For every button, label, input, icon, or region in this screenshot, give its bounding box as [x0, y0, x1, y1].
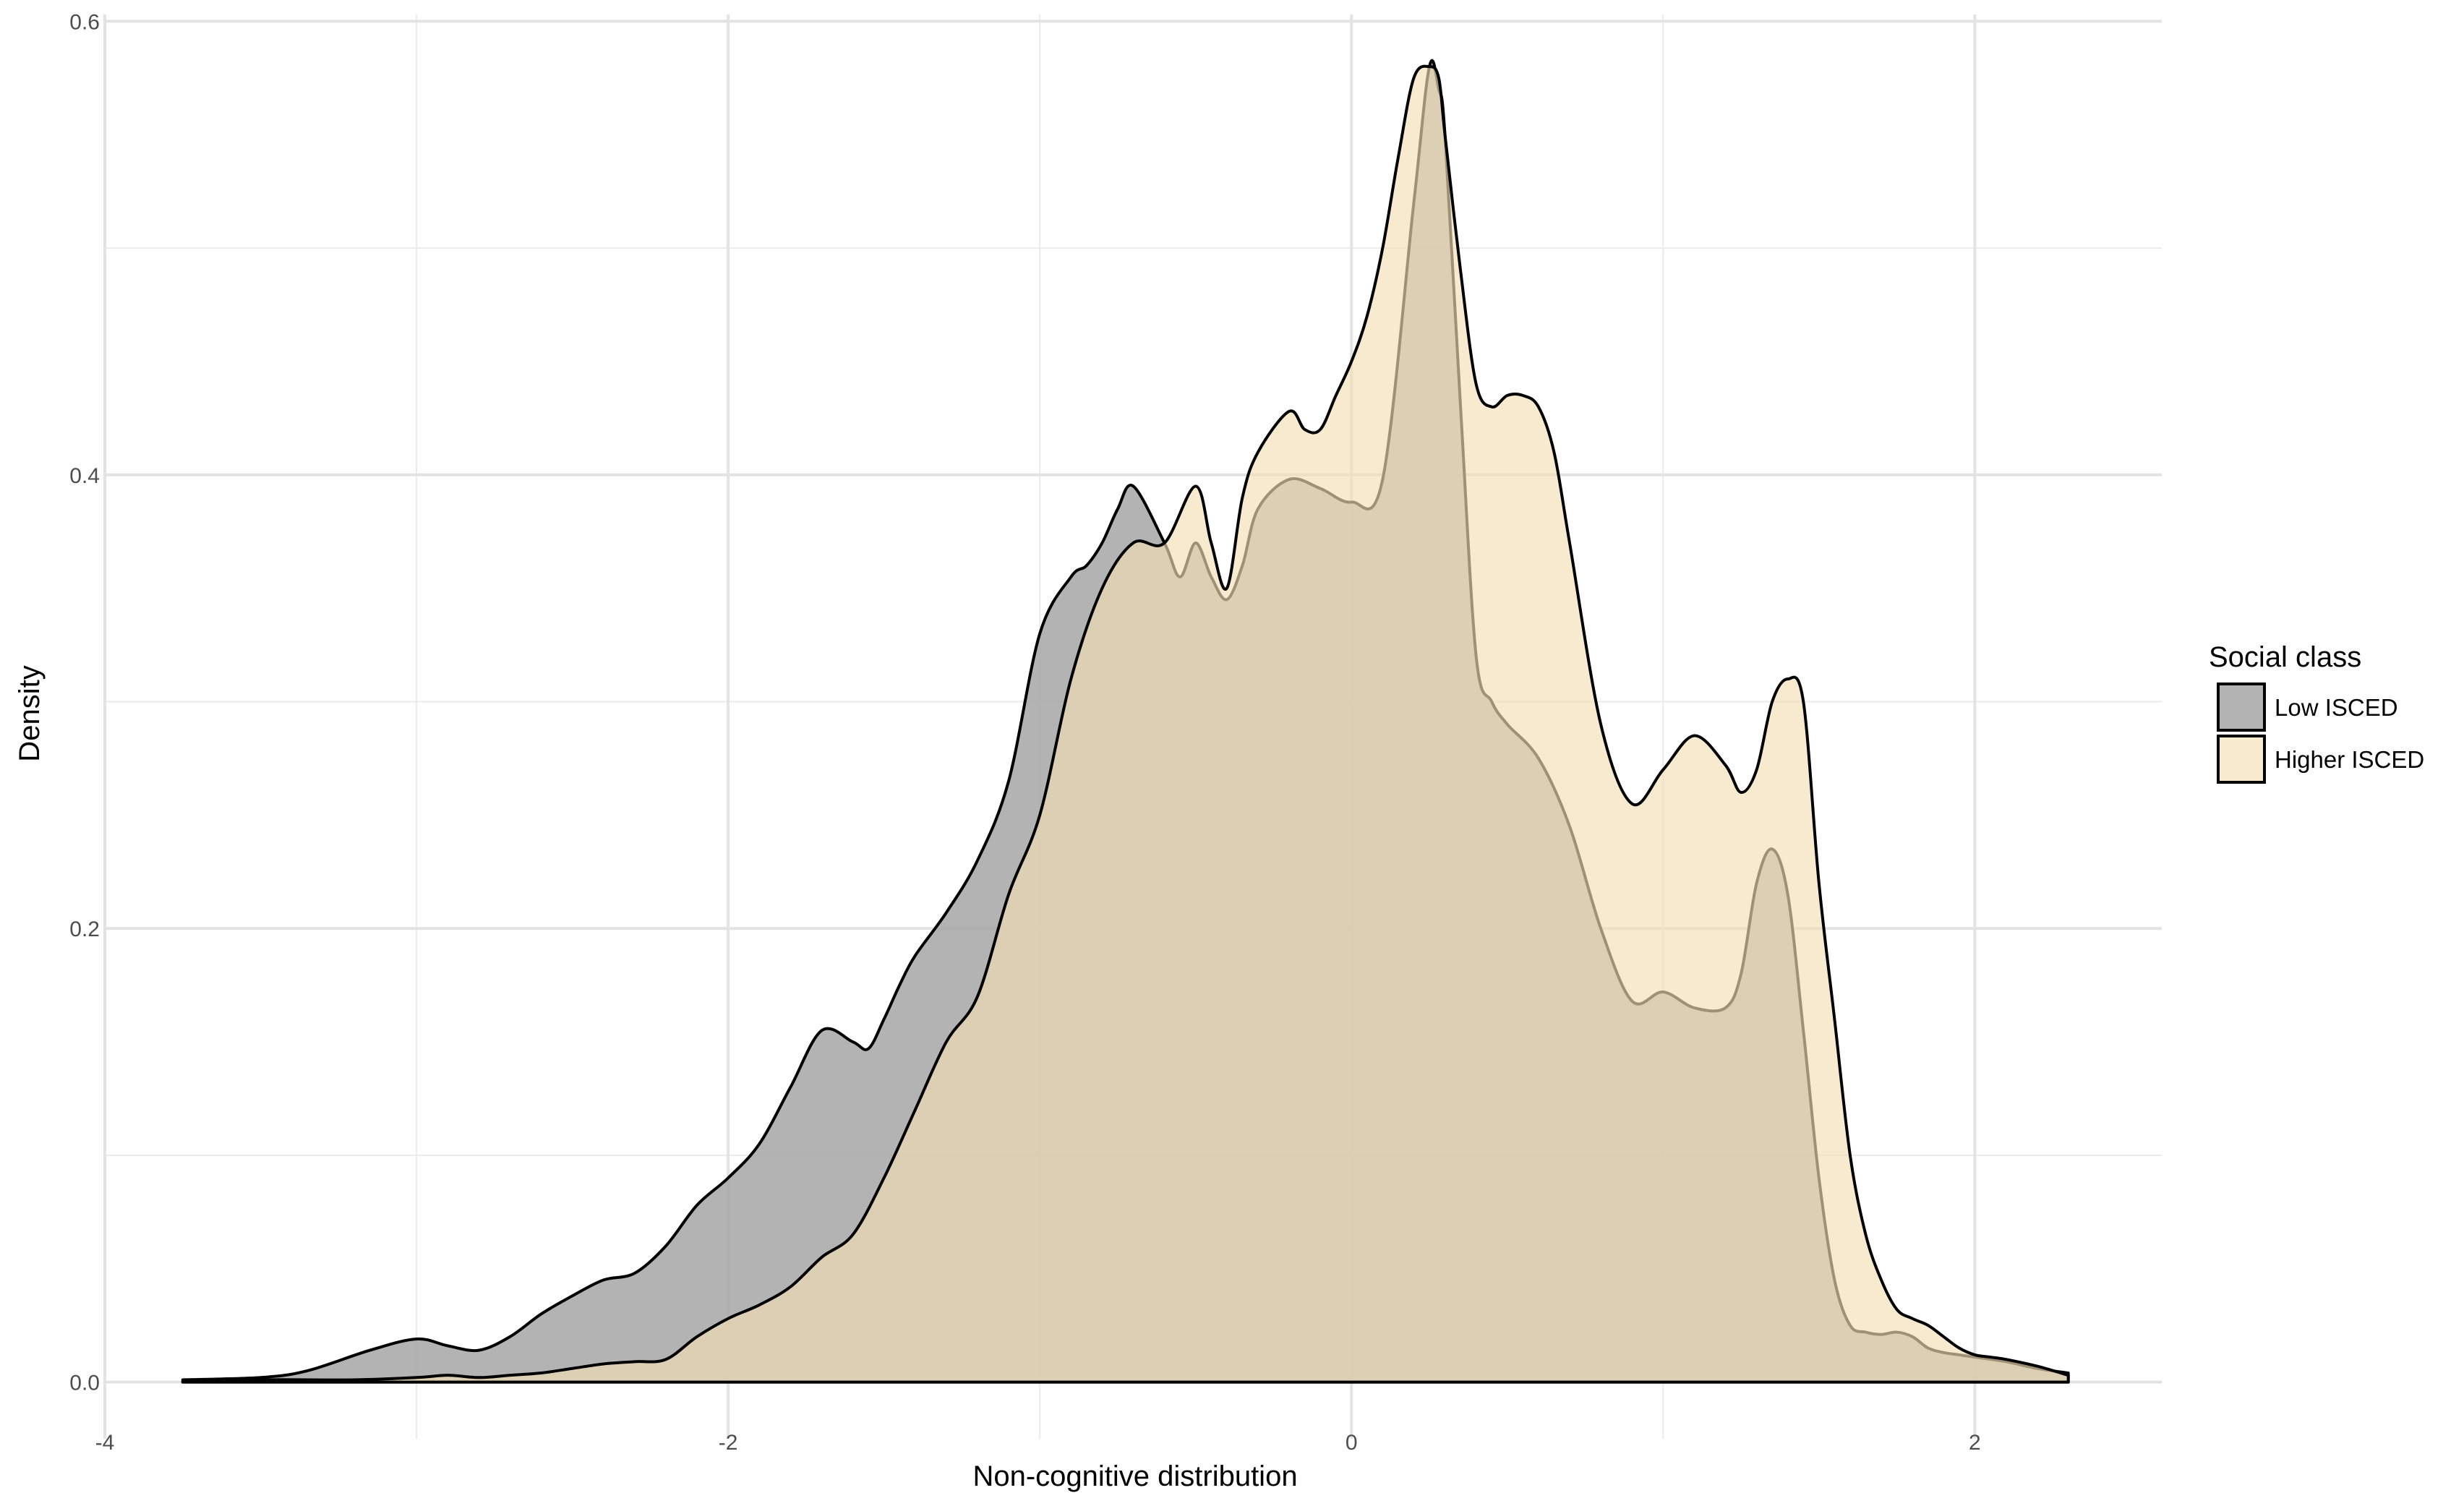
x-tick-label: 0 — [1346, 1431, 1358, 1455]
y-tick-label: 0.2 — [69, 917, 100, 941]
axes: 0.0 0.2 0.4 0.6 -4 -2 0 2 — [69, 10, 1980, 1455]
y-tick-label: 0.4 — [69, 464, 100, 488]
density-areas — [181, 59, 2070, 1384]
y-tick-label: 0.0 — [69, 1372, 100, 1395]
x-tick-label: -4 — [95, 1431, 115, 1455]
legend-key-low-isced — [2217, 683, 2266, 732]
x-tick-label: -2 — [719, 1431, 738, 1455]
legend-key-higher-isced — [2217, 735, 2266, 784]
x-axis-title: Non-cognitive distribution — [972, 1460, 1297, 1492]
legend-label-low-isced: Low ISCED — [2275, 694, 2398, 721]
y-axis-title: Density — [14, 665, 46, 761]
legend-label-higher-isced: Higher ISCED — [2275, 746, 2424, 773]
legend-title: Social class — [2209, 641, 2361, 673]
density-area-higher-isced — [181, 64, 2070, 1384]
y-tick-label: 0.6 — [69, 10, 100, 34]
legend: Social class Low ISCED Higher ISCED — [2209, 641, 2424, 784]
x-tick-label: 2 — [1969, 1431, 1981, 1455]
